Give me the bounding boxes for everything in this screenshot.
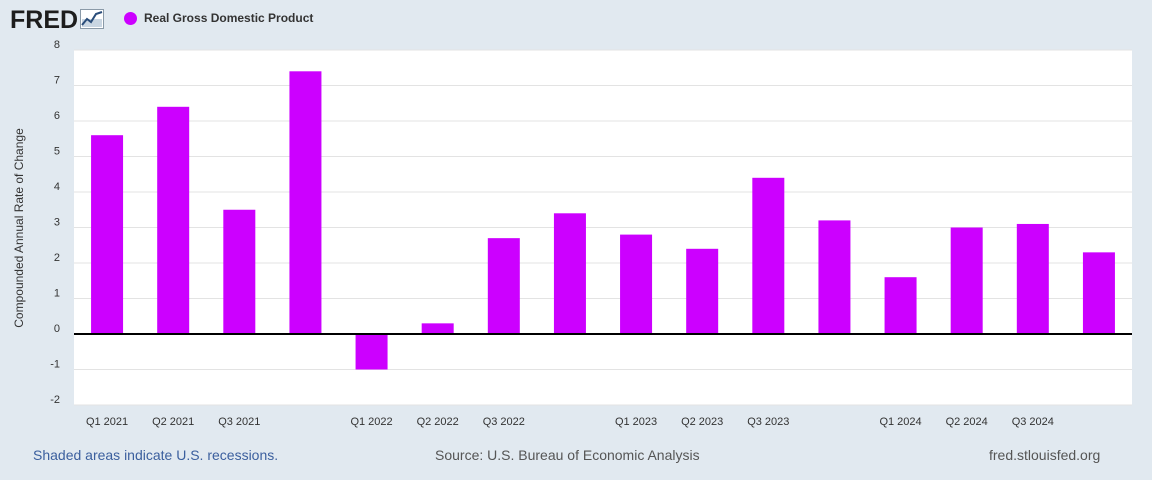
x-tick-label: Q3 2022 xyxy=(483,416,525,428)
legend-swatch xyxy=(124,11,137,25)
y-tick-label: 6 xyxy=(54,110,60,122)
x-tick-label: Q3 2023 xyxy=(747,416,789,428)
x-tick-labels: Q1 2021 Q2 2021 Q3 2021 Q1 2022 Q2 2022 Q3 20… xyxy=(86,416,1054,428)
bar-q2-2023[interactable] xyxy=(686,248,719,334)
legend-label: Real Gross Domestic Product xyxy=(144,11,314,25)
y-tick-label: 4 xyxy=(54,181,60,193)
bar-q2-2024[interactable] xyxy=(950,227,983,335)
x-tick-label: Q3 2024 xyxy=(1012,416,1054,428)
y-tick-label: -1 xyxy=(50,359,60,371)
y-tick-label: 8 xyxy=(54,39,60,51)
x-tick-label: Q1 2024 xyxy=(879,416,921,428)
bar-q3-2022[interactable] xyxy=(487,238,520,334)
y-tick-label: 3 xyxy=(54,217,60,229)
bar-q4-2021[interactable] xyxy=(289,71,322,335)
bar-q1-2021[interactable] xyxy=(91,135,124,334)
bar-q2-2021[interactable] xyxy=(157,106,190,334)
y-tick-label: -2 xyxy=(50,394,60,406)
logo-text: FRED xyxy=(10,6,79,34)
bar-q2-2022[interactable] xyxy=(421,323,454,334)
bar-q1-2022[interactable] xyxy=(355,334,388,370)
bar-q4-2022[interactable] xyxy=(553,213,586,334)
x-tick-label: Q1 2023 xyxy=(615,416,657,428)
x-tick-label: Q2 2023 xyxy=(681,416,723,428)
bar-q3-2024[interactable] xyxy=(1016,223,1049,334)
bar-q3-2023[interactable] xyxy=(752,177,785,334)
y-tick-labels: -2 -1 0 1 2 3 4 5 6 7 8 xyxy=(50,39,60,406)
x-tick-label: Q3 2021 xyxy=(218,416,260,428)
y-tick-label: 7 xyxy=(54,75,60,87)
bar-q4-2024[interactable] xyxy=(1082,252,1115,334)
recession-note-link[interactable]: Shaded areas indicate U.S. recessions. xyxy=(33,447,279,463)
y-axis-label: Compounded Annual Rate of Change xyxy=(12,128,26,328)
bar-q4-2023[interactable] xyxy=(818,220,851,334)
bars xyxy=(91,71,1115,370)
x-tick-label: Q2 2022 xyxy=(417,416,459,428)
y-tick-label: 1 xyxy=(54,288,60,300)
bar-q1-2023[interactable] xyxy=(620,234,653,334)
y-tick-label: 2 xyxy=(54,252,60,264)
chart-legend: Real Gross Domestic Product xyxy=(124,11,313,25)
y-tick-label: 0 xyxy=(54,323,60,335)
x-tick-label: Q2 2024 xyxy=(946,416,988,428)
fred-logo[interactable]: FRED xyxy=(10,6,105,34)
site-link[interactable]: fred.stlouisfed.org xyxy=(989,447,1101,463)
line-chart-icon xyxy=(80,8,105,34)
bar-q1-2024[interactable] xyxy=(884,277,917,334)
bar-q3-2021[interactable] xyxy=(223,209,256,334)
x-tick-label: Q2 2021 xyxy=(152,416,194,428)
x-tick-label: Q1 2021 xyxy=(86,416,128,428)
x-tick-label: Q1 2022 xyxy=(350,416,392,428)
source-text: Source: U.S. Bureau of Economic Analysis xyxy=(435,447,700,463)
y-tick-label: 5 xyxy=(54,146,60,158)
